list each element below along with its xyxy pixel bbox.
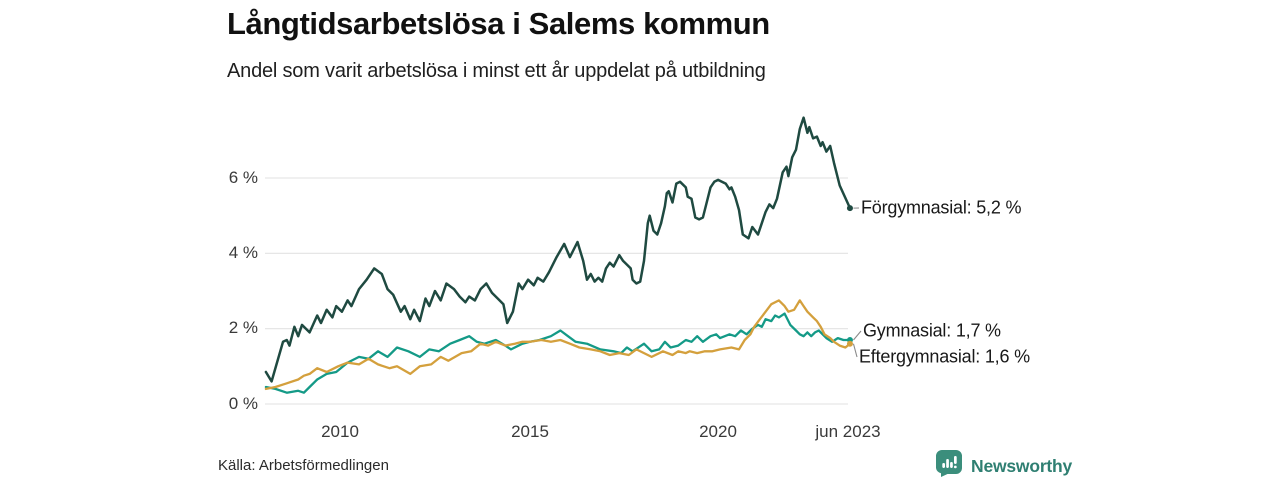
- line-eftergymnasial: [264, 299, 852, 391]
- y-tick-4: 4 %: [228, 243, 258, 262]
- newsworthy-brand: Newsworthy: [936, 450, 1072, 480]
- chart-title: Långtidsarbetslösa i Salems kommun: [227, 6, 770, 41]
- x-tick-2015: 2015: [511, 422, 549, 441]
- source-note: Källa: Arbetsförmedlingen: [218, 457, 389, 474]
- plot-area: [264, 116, 862, 405]
- end-dot-eftergymnasial: [846, 340, 853, 347]
- chart-subtitle: Andel som varit arbetslösa i minst ett å…: [227, 60, 766, 82]
- line-gymnasial: [264, 312, 852, 394]
- y-tick-6: 6 %: [228, 168, 258, 187]
- series-label-gymnasial: Gymnasial: 1,7 %: [863, 320, 1001, 341]
- y-tick-0: 0 %: [228, 394, 258, 413]
- line-förgymnasial: [264, 116, 852, 383]
- label-connector-gymnasial: [853, 330, 862, 341]
- y-tick-2: 2 %: [228, 318, 258, 337]
- bar-chart-speech-bubble-icon: [936, 450, 962, 480]
- label-connector-eftergymnasial: [852, 343, 858, 358]
- x-tick-jun-2023: jun 2023: [815, 422, 881, 441]
- series-label-eftergymnasial: Eftergymnasial: 1,6 %: [859, 346, 1030, 367]
- newsworthy-wordmark: Newsworthy: [971, 455, 1073, 476]
- x-tick-2010: 2010: [321, 422, 359, 441]
- x-tick-2020: 2020: [699, 422, 737, 441]
- end-dot-förgymnasial: [846, 205, 853, 212]
- series-label-forgymnasial: Förgymnasial: 5,2 %: [861, 197, 1022, 218]
